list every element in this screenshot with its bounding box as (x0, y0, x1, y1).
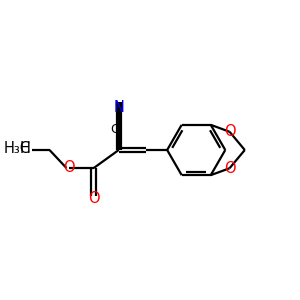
Text: C: C (110, 123, 119, 136)
Text: O: O (224, 161, 236, 176)
Text: H: H (20, 141, 31, 156)
Text: H₃C: H₃C (4, 141, 31, 156)
Text: O: O (224, 124, 236, 139)
Text: O: O (88, 191, 100, 206)
Text: O: O (63, 160, 75, 175)
Text: N: N (113, 100, 124, 115)
